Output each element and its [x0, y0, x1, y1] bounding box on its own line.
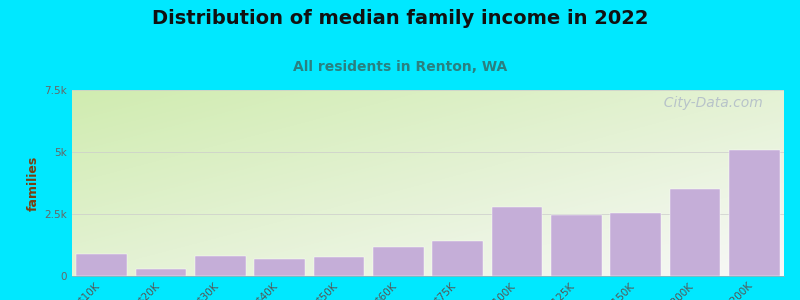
Bar: [729, 149, 779, 276]
Bar: [254, 259, 305, 276]
Bar: [610, 213, 661, 276]
Text: City-Data.com: City-Data.com: [655, 96, 762, 110]
Bar: [314, 257, 364, 276]
Text: Distribution of median family income in 2022: Distribution of median family income in …: [152, 9, 648, 28]
Bar: [195, 256, 246, 276]
Bar: [492, 207, 542, 276]
Bar: [77, 254, 127, 276]
Bar: [551, 215, 602, 276]
Bar: [433, 241, 483, 276]
Text: All residents in Renton, WA: All residents in Renton, WA: [293, 60, 507, 74]
Bar: [373, 248, 423, 276]
Bar: [670, 189, 720, 276]
Bar: [136, 269, 186, 276]
Y-axis label: families: families: [27, 155, 40, 211]
